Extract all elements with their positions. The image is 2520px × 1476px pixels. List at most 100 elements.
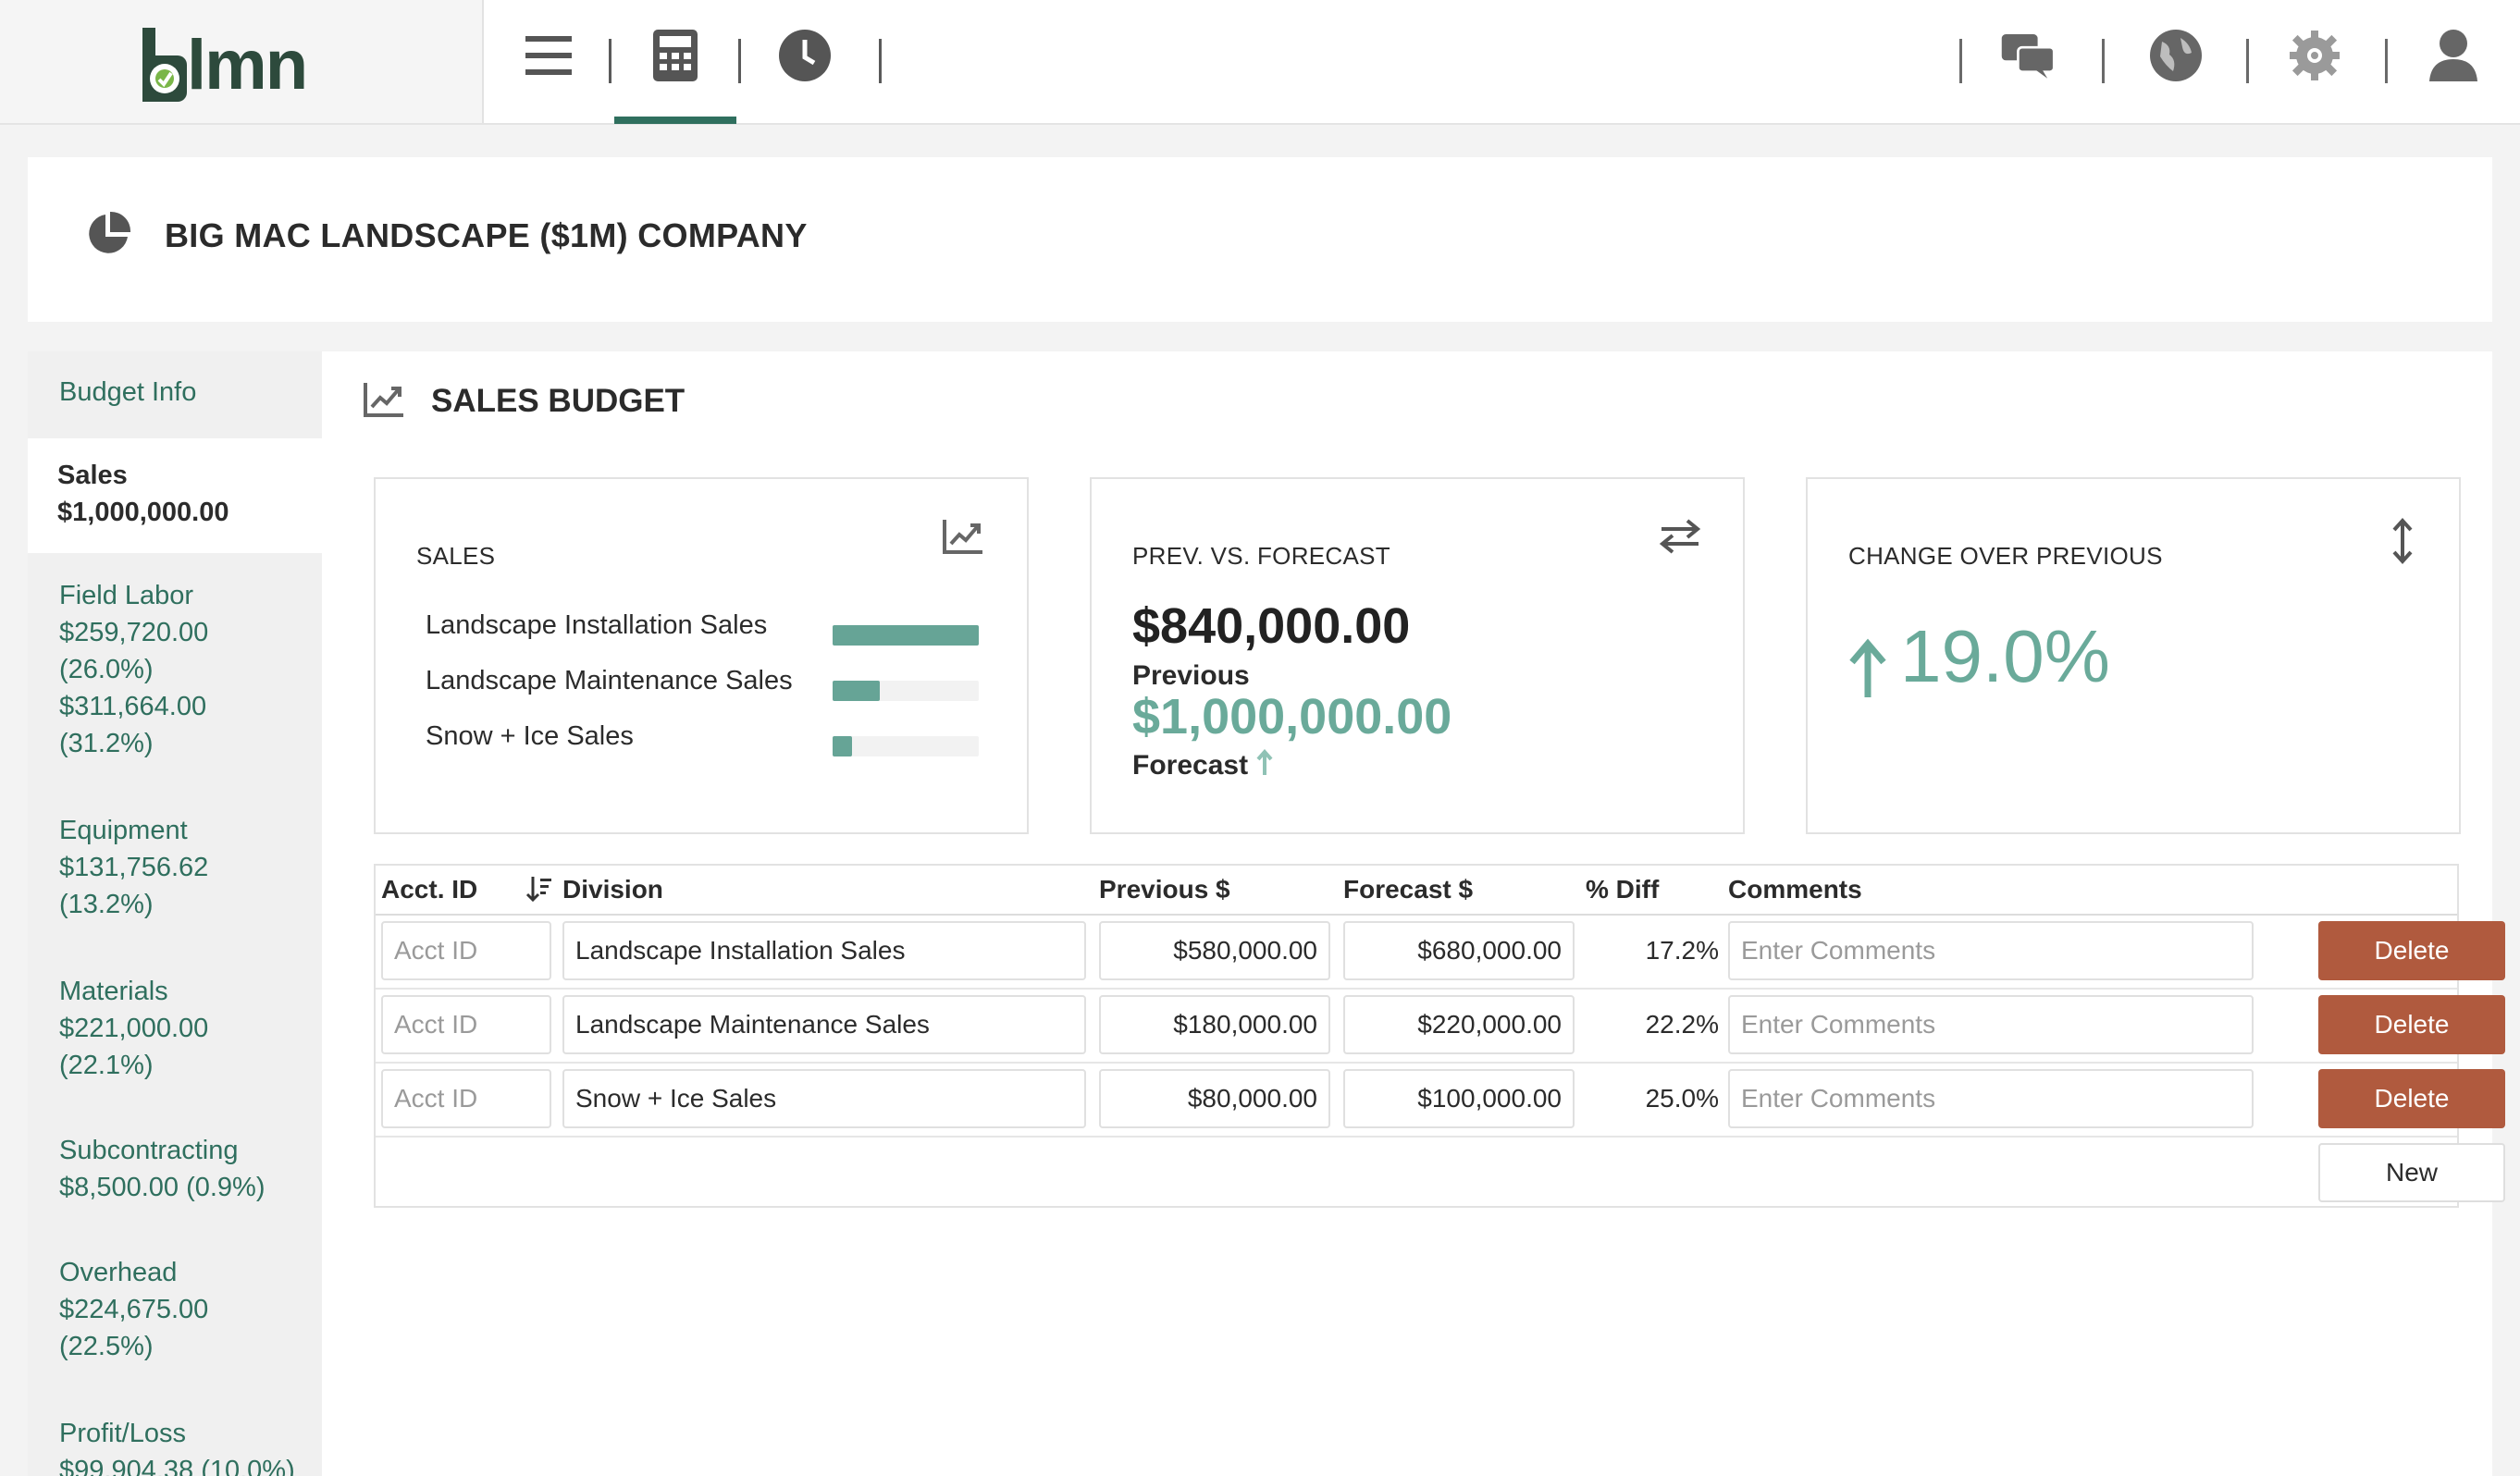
sidebar-item-value: $8,500.00 (0.9%) (59, 1173, 266, 1202)
sidebar-item-value: $99,904.38 (10.0%) (59, 1456, 295, 1476)
sidebar-item-label: Field Labor (59, 581, 194, 610)
column-header-acct[interactable]: Acct. ID (381, 875, 478, 904)
sidebar-item-label: Equipment (59, 816, 188, 845)
sales-bar-row: Snow + Ice Sales (426, 721, 981, 758)
previous-input[interactable]: $580,000.00 (1099, 921, 1330, 980)
sales-bar-row: Landscape Installation Sales (426, 610, 981, 647)
new-row-button[interactable]: New (2318, 1143, 2505, 1202)
divider (2102, 39, 2105, 83)
company-title: BIG MAC LANDSCAPE ($1M) COMPANY (165, 216, 808, 254)
user-icon[interactable] (2426, 28, 2481, 83)
forecast-label: Forecast (1132, 749, 1249, 781)
logo[interactable]: lmn (141, 26, 308, 105)
column-header-comments[interactable]: Comments (1728, 875, 1862, 904)
previous-input[interactable]: $80,000.00 (1099, 1069, 1330, 1128)
delete-button[interactable]: Delete (2318, 1069, 2505, 1128)
logo-text: lmn (187, 26, 308, 105)
percent-diff: 17.2% (1645, 936, 1719, 965)
sidebar-item-value: (22.1%) (59, 1051, 154, 1080)
sidebar-item-value: (22.5%) (59, 1332, 154, 1361)
sidebar-item-value: $224,675.00 (59, 1295, 209, 1324)
section-title: SALES BUDGET (431, 383, 686, 419)
header-divider (376, 914, 2457, 916)
forecast-value: $1,000,000.00 (1132, 689, 1452, 744)
swap-arrows-icon[interactable] (1658, 518, 1702, 562)
company-header: BIG MAC LANDSCAPE ($1M) COMPANY (28, 157, 2492, 322)
table-row: Acct ID Snow + Ice Sales $80,000.00 $100… (376, 1064, 2505, 1138)
sidebar-item-overhead[interactable]: Overhead $224,675.00 (22.5%) (28, 1254, 322, 1365)
acct-id-input[interactable]: Acct ID (381, 1069, 551, 1128)
sidebar-item-value: (13.2%) (59, 890, 154, 919)
chat-icon[interactable] (2000, 28, 2056, 83)
divider (879, 39, 882, 83)
active-tab-indicator (614, 117, 736, 124)
forecast-input[interactable]: $100,000.00 (1343, 1069, 1575, 1128)
sidebar-item-value: $1,000,000.00 (57, 498, 229, 527)
sidebar: Budget Info Sales $1,000,000.00 Field La… (28, 351, 322, 1476)
pie-chart-icon (85, 211, 133, 259)
calculator-icon[interactable] (648, 28, 703, 83)
sales-bar-track (833, 625, 979, 646)
sales-bar-label: Snow + Ice Sales (426, 721, 634, 751)
previous-input[interactable]: $180,000.00 (1099, 995, 1330, 1054)
prev-vs-forecast-card: PREV. VS. FORECAST $840,000.00 Previous … (1090, 477, 1745, 834)
vertical-arrows-icon[interactable] (2389, 518, 2433, 564)
sidebar-item-value: $131,756.62 (59, 853, 209, 882)
division-input[interactable]: Landscape Installation Sales (562, 921, 1086, 980)
sidebar-item-budget-info[interactable]: Budget Info (28, 374, 322, 411)
divider (609, 39, 611, 83)
globe-icon[interactable] (2148, 28, 2204, 83)
divider (1959, 39, 1962, 83)
percent-diff: 25.0% (1645, 1084, 1719, 1113)
division-input[interactable]: Landscape Maintenance Sales (562, 995, 1086, 1054)
sort-icon[interactable] (525, 875, 553, 907)
sales-bar-fill (833, 625, 979, 646)
sidebar-item-sales[interactable]: Sales $1,000,000.00 (28, 438, 322, 553)
column-header-forecast[interactable]: Forecast $ (1343, 875, 1474, 904)
sidebar-item-label: Profit/Loss (59, 1419, 186, 1448)
acct-id-input[interactable]: Acct ID (381, 921, 551, 980)
comments-input[interactable]: Enter Comments (1728, 995, 2254, 1054)
sales-card: SALES Landscape Installation Sales Lands… (374, 477, 1029, 834)
card-title: PREV. VS. FORECAST (1132, 542, 1390, 570)
sidebar-item-equipment[interactable]: Equipment $131,756.62 (13.2%) (28, 812, 322, 923)
column-header-division[interactable]: Division (562, 875, 663, 904)
delete-button[interactable]: Delete (2318, 921, 2505, 980)
sidebar-item-value: (31.2%) (59, 729, 154, 758)
sidebar-item-subcontracting[interactable]: Subcontracting $8,500.00 (0.9%) (28, 1132, 322, 1206)
main-panel: SALES BUDGET SALES Landscape Installatio… (322, 351, 2505, 1476)
top-bar: lmn (0, 0, 2520, 125)
sidebar-item-materials[interactable]: Materials $221,000.00 (22.1%) (28, 973, 322, 1084)
change-card: CHANGE OVER PREVIOUS 19.0% (1806, 477, 2461, 834)
sidebar-item-field-labor[interactable]: Field Labor $259,720.00 (26.0%) $311,664… (28, 577, 322, 762)
sidebar-item-value: $311,664.00 (59, 692, 207, 721)
clock-icon[interactable] (777, 28, 833, 83)
change-value: 19.0% (1900, 615, 2110, 697)
divider (2246, 39, 2249, 83)
division-input[interactable]: Snow + Ice Sales (562, 1069, 1086, 1128)
column-header-diff[interactable]: % Diff (1586, 875, 1660, 904)
column-header-previous[interactable]: Previous $ (1099, 875, 1230, 904)
acct-id-input[interactable]: Acct ID (381, 995, 551, 1054)
comments-input[interactable]: Enter Comments (1728, 921, 2254, 980)
forecast-input[interactable]: $220,000.00 (1343, 995, 1575, 1054)
comments-input[interactable]: Enter Comments (1728, 1069, 2254, 1128)
arrow-up-icon (1847, 638, 1889, 704)
sidebar-item-label: Budget Info (59, 377, 197, 407)
sidebar-item-label: Materials (59, 977, 168, 1006)
forecast-input[interactable]: $680,000.00 (1343, 921, 1575, 980)
sidebar-item-value: $259,720.00 (59, 618, 209, 647)
trend-chart-icon (363, 381, 405, 418)
trend-chart-icon[interactable] (942, 518, 986, 562)
card-title: SALES (416, 542, 496, 570)
card-title: CHANGE OVER PREVIOUS (1848, 542, 2163, 570)
delete-button[interactable]: Delete (2318, 995, 2505, 1054)
menu-icon[interactable] (521, 28, 576, 83)
gear-icon[interactable] (2287, 28, 2342, 83)
sidebar-item-value: $221,000.00 (59, 1014, 209, 1043)
previous-label: Previous (1132, 660, 1250, 691)
forecast-label-row: Forecast (1132, 748, 1274, 784)
sidebar-item-label: Subcontracting (59, 1136, 239, 1165)
sidebar-item-profit-loss[interactable]: Profit/Loss $99,904.38 (10.0%) (28, 1415, 322, 1476)
sidebar-item-label: Overhead (59, 1258, 178, 1287)
